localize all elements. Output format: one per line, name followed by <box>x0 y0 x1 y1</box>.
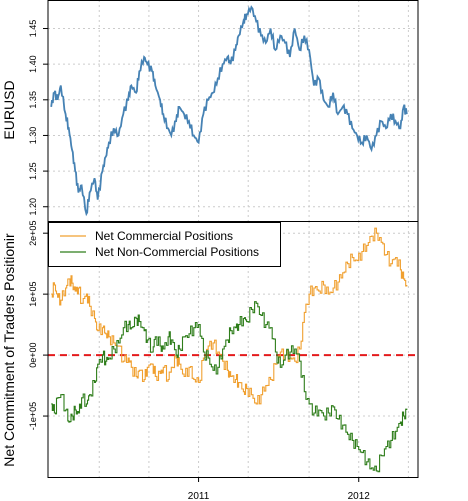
x-tick-label: 2011 <box>188 491 210 501</box>
y-tick-label-top: 1.35 <box>28 91 38 109</box>
y-tick-label-top: 1.45 <box>28 20 38 38</box>
y-tick-label-top: 1.20 <box>28 198 38 216</box>
y-tick-label-bottom: 2e+05 <box>28 221 38 246</box>
top-panel-frame <box>47 0 419 222</box>
legend-label-1: Net Non-Commercial Positions <box>95 245 259 259</box>
y-tick-label-bottom: 0e+00 <box>28 342 38 367</box>
y-tick-label-bottom: 1e+05 <box>28 282 38 307</box>
y-tick-label-top: 1.25 <box>28 162 38 180</box>
y-tick-label-top: 1.30 <box>28 127 38 145</box>
bottom-panel-frame <box>47 221 419 478</box>
bottom-y-axis-label: Net Commitment of Traders Positionir <box>1 233 17 467</box>
legend: Net Commercial Positions Net Non-Commerci… <box>48 222 281 267</box>
top-y-axis-label: EURUSD <box>1 80 17 139</box>
y-tick-label-bottom: -1e+05 <box>28 402 38 430</box>
eurusd-series-line <box>50 5 408 217</box>
legend-box <box>48 222 281 267</box>
x-tick-label: 2012 <box>348 491 371 501</box>
y-tick-label-top: 1.40 <box>28 55 38 73</box>
legend-label-0: Net Commercial Positions <box>95 229 233 243</box>
non-commercial-positions-line <box>51 301 408 473</box>
